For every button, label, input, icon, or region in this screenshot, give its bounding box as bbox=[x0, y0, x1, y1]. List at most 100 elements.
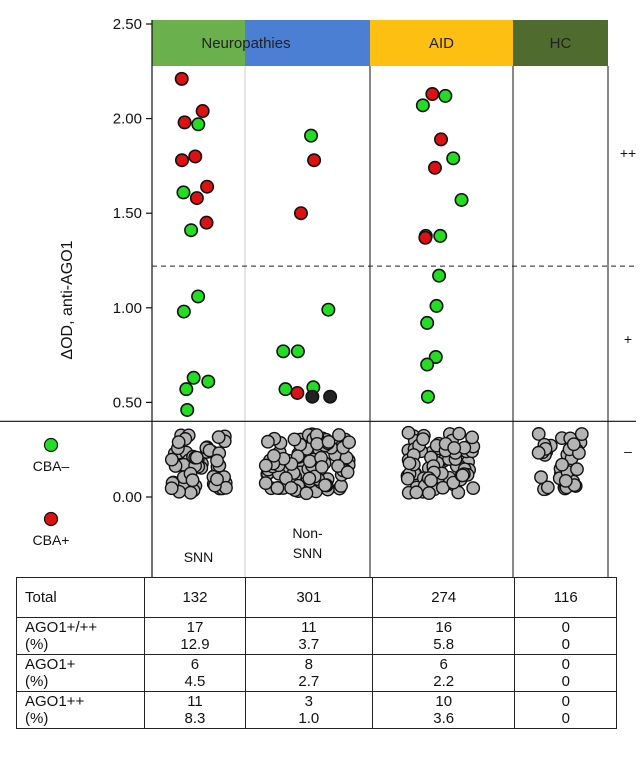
point-cba-negative bbox=[185, 224, 197, 236]
point-cba-negative bbox=[202, 375, 214, 387]
y-tick-label: 0.00 bbox=[113, 489, 142, 506]
legend-marker bbox=[45, 513, 58, 526]
row-label: AGO1++ (%) bbox=[17, 692, 145, 729]
table-cell: 116 bbox=[515, 578, 617, 618]
point-gray bbox=[288, 433, 300, 445]
point-gray bbox=[556, 458, 568, 470]
level-label: – bbox=[624, 443, 632, 459]
level-label: + bbox=[624, 331, 632, 347]
point-cba-negative bbox=[180, 383, 192, 395]
y-tick-label: 2.00 bbox=[113, 111, 142, 128]
point-gray bbox=[467, 482, 479, 494]
point-cba-positive bbox=[429, 162, 441, 174]
point-cba-positive bbox=[176, 154, 188, 166]
point-cba-negative bbox=[181, 404, 193, 416]
point-gray bbox=[571, 463, 583, 475]
point-cba-positive bbox=[291, 387, 303, 399]
point-gray bbox=[184, 487, 196, 499]
point-gray bbox=[191, 451, 203, 463]
point-cba-negative bbox=[322, 303, 334, 315]
data-points bbox=[165, 73, 588, 500]
group-label: Non- bbox=[292, 525, 323, 541]
point-cba-negative bbox=[421, 358, 433, 370]
point-cba-positive bbox=[196, 105, 208, 117]
point-cba-positive bbox=[435, 133, 447, 145]
point-gray bbox=[262, 435, 274, 447]
legend: CBA– CBA+ bbox=[33, 439, 70, 549]
point-cba-positive bbox=[419, 232, 431, 244]
group-band-label: AID bbox=[429, 35, 454, 52]
y-tick-label: 0.50 bbox=[113, 394, 142, 411]
point-cba-positive bbox=[189, 150, 201, 162]
point-gray bbox=[542, 481, 554, 493]
summary-table: Total 132 301 274 116 AGO1+/++ (%) 17 12.9 11 3.7 1… bbox=[16, 577, 617, 729]
table-cell: 11 3.7 bbox=[245, 618, 372, 655]
point-cba-positive bbox=[426, 88, 438, 100]
point-gray bbox=[417, 433, 429, 445]
point-gray bbox=[212, 431, 224, 443]
level-labels: +++– bbox=[620, 145, 636, 459]
point-gray bbox=[423, 487, 435, 499]
point-cba-negative bbox=[187, 372, 199, 384]
point-gray bbox=[456, 469, 468, 481]
point-cba-positive bbox=[295, 207, 307, 219]
point-cba-negative bbox=[305, 129, 317, 141]
table-cell: 16 5.8 bbox=[372, 618, 515, 655]
point-gray bbox=[186, 474, 198, 486]
legend-label: CBA+ bbox=[33, 532, 70, 548]
point-cba-negative bbox=[279, 383, 291, 395]
point-cba-positive bbox=[191, 192, 203, 204]
point-gray bbox=[211, 473, 223, 485]
point-gray bbox=[268, 450, 280, 462]
point-cba-negative bbox=[417, 99, 429, 111]
table-cell: 17 12.9 bbox=[145, 618, 246, 655]
point-cba-negative bbox=[178, 305, 190, 317]
y-tick-label: 2.50 bbox=[113, 16, 142, 33]
y-tick-label: 1.50 bbox=[113, 205, 142, 222]
row-label: AGO1+ (%) bbox=[17, 655, 145, 692]
point-cba-negative bbox=[422, 391, 434, 403]
point-cba-positive bbox=[178, 116, 190, 128]
point-cba-positive bbox=[176, 73, 188, 85]
point-cba-negative bbox=[447, 152, 459, 164]
y-tick-label: 1.00 bbox=[113, 300, 142, 317]
table-cell: 301 bbox=[245, 578, 372, 618]
point-dark bbox=[306, 391, 318, 403]
table-cell: 6 2.2 bbox=[372, 655, 515, 692]
point-cba-negative bbox=[192, 118, 204, 130]
legend-marker bbox=[45, 439, 58, 452]
point-gray bbox=[402, 427, 414, 439]
point-cba-negative bbox=[433, 269, 445, 281]
point-gray bbox=[410, 486, 422, 498]
point-gray bbox=[303, 472, 315, 484]
point-cba-positive bbox=[308, 154, 320, 166]
point-gray bbox=[453, 427, 465, 439]
table-row: AGO1+/++ (%) 17 12.9 11 3.7 16 5.8 0 0 bbox=[17, 618, 617, 655]
point-dark bbox=[324, 391, 336, 403]
table-cell: 132 bbox=[145, 578, 246, 618]
point-cba-negative bbox=[292, 345, 304, 357]
point-gray bbox=[172, 436, 184, 448]
legend-label: CBA– bbox=[33, 458, 70, 474]
point-gray bbox=[316, 461, 328, 473]
point-gray bbox=[466, 431, 478, 443]
point-gray bbox=[211, 454, 223, 466]
table-cell: 274 bbox=[372, 578, 515, 618]
point-cba-positive bbox=[200, 216, 212, 228]
table-cell: 00 bbox=[515, 655, 617, 692]
table-row: AGO1++ (%) 11 8.3 3 1.0 10 3.6 0 0 bbox=[17, 692, 617, 729]
group-label: SNN bbox=[293, 545, 323, 561]
table-cell: 11 8.3 bbox=[145, 692, 246, 729]
point-gray bbox=[285, 482, 297, 494]
table-cell: 8 2.7 bbox=[245, 655, 372, 692]
point-cba-negative bbox=[421, 317, 433, 329]
table-cell: 00 bbox=[515, 618, 617, 655]
group-labels: SNNNon-SNN bbox=[184, 525, 323, 565]
row-label: AGO1+/++ (%) bbox=[17, 618, 145, 655]
point-gray bbox=[260, 477, 272, 489]
point-gray bbox=[532, 447, 544, 459]
point-gray bbox=[311, 438, 323, 450]
point-gray bbox=[335, 480, 347, 492]
point-cba-negative bbox=[177, 186, 189, 198]
